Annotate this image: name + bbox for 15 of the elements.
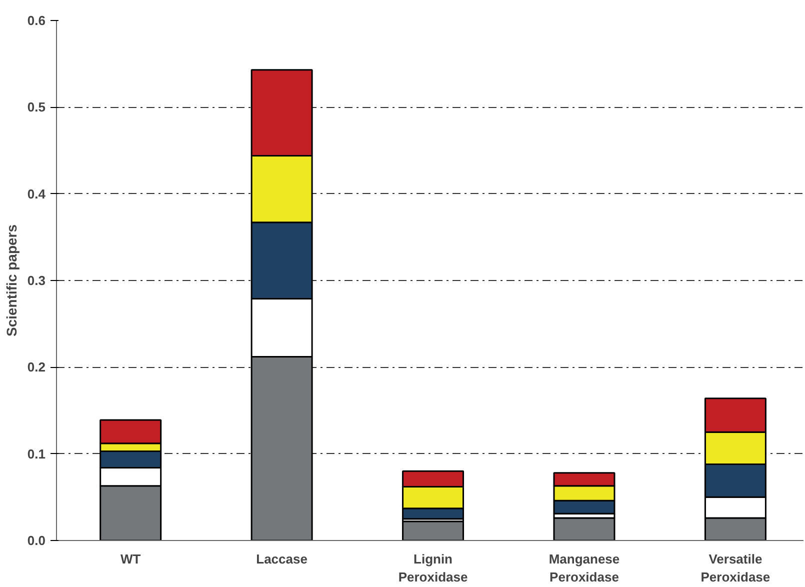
y-tick-label: 0.6	[27, 13, 46, 28]
x-tick-label: Manganese Peroxidase	[548, 552, 620, 584]
y-tick-label: 0.1	[27, 446, 46, 462]
y-tick-label: 0.4	[27, 186, 46, 202]
y-tick-label: 0.0	[27, 533, 46, 548]
bar	[402, 520, 464, 540]
y-axis-title: Scientific papers	[3, 224, 20, 337]
y-tick-label: 0.3	[27, 273, 46, 288]
x-tick-label: WT	[120, 552, 141, 566]
y-tick-label: 0.5	[27, 100, 46, 115]
x-tick-label: Versatile Peroxidase	[700, 552, 770, 584]
bar	[553, 517, 616, 540]
y-tick-label: 0.2	[27, 360, 46, 375]
x-tick-label: Laccase	[256, 552, 308, 566]
x-tick-label: Lignin Peroxidase	[398, 552, 468, 584]
